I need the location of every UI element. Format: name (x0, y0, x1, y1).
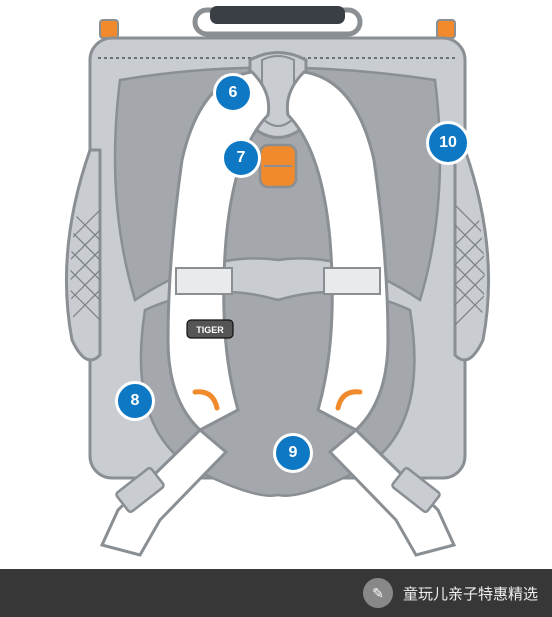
callout-7: 7 (221, 138, 261, 178)
brand-label: TIGER (196, 325, 224, 335)
callout-9: 9 (273, 433, 313, 473)
diagram-canvas: TIGER 6 7 8 9 10 ✎ 童玩儿亲子特惠精选 (0, 0, 552, 617)
backpack-illustration: TIGER (0, 0, 552, 570)
author-avatar-icon: ✎ (363, 578, 393, 608)
caption-text: 童玩儿亲子特惠精选 (403, 583, 538, 604)
callout-8: 8 (115, 381, 155, 421)
caption-footer: ✎ 童玩儿亲子特惠精选 (0, 569, 552, 617)
callout-6: 6 (213, 73, 253, 113)
callout-10: 10 (426, 121, 470, 165)
